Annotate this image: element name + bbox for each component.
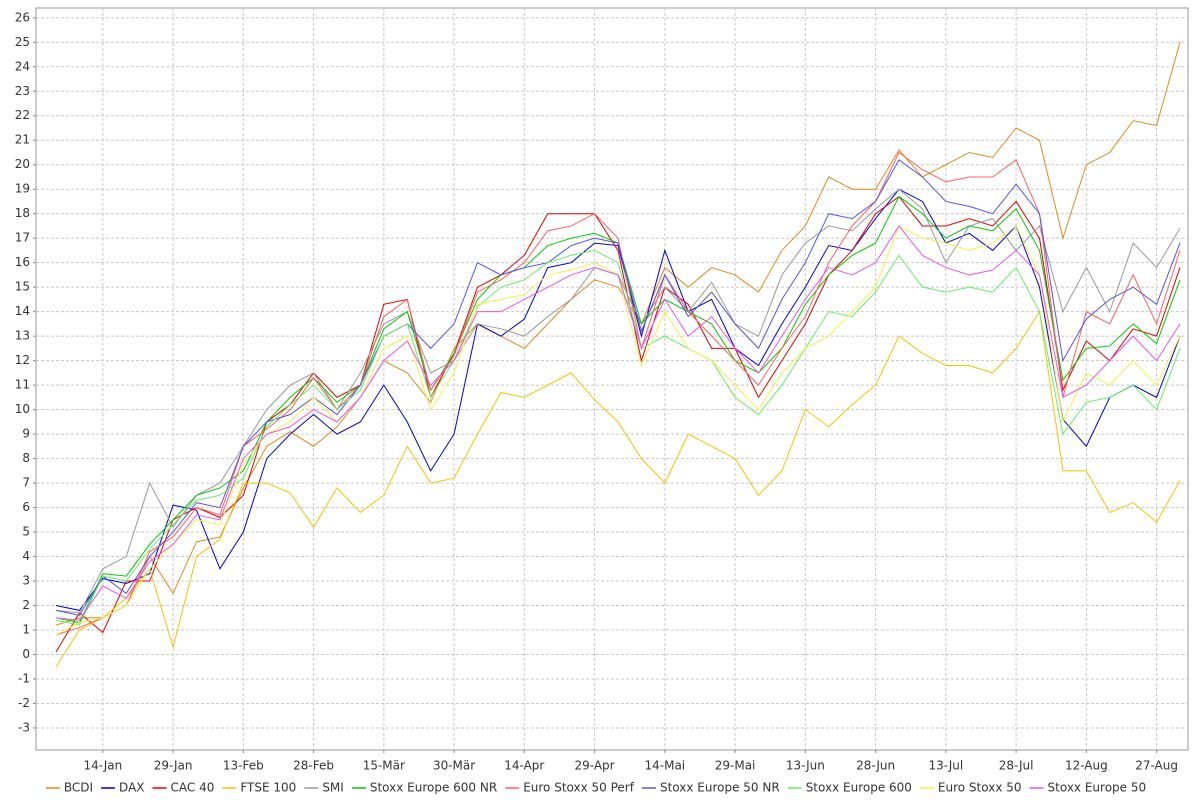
y-tick-label: 22 bbox=[15, 108, 30, 122]
series-line bbox=[55, 249, 1181, 626]
series-line bbox=[55, 42, 1181, 626]
x-tick-label: 28-Jul bbox=[999, 759, 1034, 773]
y-tick-label: 2 bbox=[22, 598, 30, 612]
series-line bbox=[55, 310, 1181, 668]
plot-area bbox=[35, 7, 1189, 751]
y-tick-label: -2 bbox=[18, 696, 30, 710]
x-tick-label: 12-Aug bbox=[1065, 759, 1108, 773]
x-tick-label: 29-Apr bbox=[575, 759, 615, 773]
x-tick-label: 29-Mai bbox=[715, 759, 756, 773]
y-tick-label: 11 bbox=[15, 378, 30, 392]
x-tick-label: 30-Mär bbox=[433, 759, 475, 773]
y-tick-label: 1 bbox=[22, 623, 30, 637]
y-tick-label: 7 bbox=[22, 476, 30, 490]
legend-label: Stoxx Europe 600 NR bbox=[370, 781, 497, 795]
x-tick-label: 15-Mär bbox=[363, 759, 405, 773]
legend-label: Euro Stoxx 50 bbox=[938, 781, 1022, 795]
y-tick-label: 13 bbox=[15, 329, 30, 343]
x-tick-label: 13-Jun bbox=[786, 759, 825, 773]
y-tick-label: 23 bbox=[15, 84, 30, 98]
legend-label: BCDI bbox=[64, 781, 93, 795]
y-tick-label: 8 bbox=[22, 451, 30, 465]
y-tick-label: 14 bbox=[15, 304, 30, 318]
x-tick-label: 13-Jul bbox=[928, 759, 963, 773]
legend-label: Euro Stoxx 50 Perf bbox=[523, 781, 635, 795]
y-tick-label: 26 bbox=[15, 10, 30, 24]
legend-label: SMI bbox=[322, 781, 344, 795]
series-line bbox=[55, 159, 1181, 616]
legend-label: Stoxx Europe 50 bbox=[1048, 781, 1147, 795]
y-tick-label: -1 bbox=[18, 671, 30, 685]
y-tick-label: 21 bbox=[15, 133, 30, 147]
x-tick-label: 29-Jan bbox=[154, 759, 193, 773]
x-tick-label: 13-Feb bbox=[223, 759, 264, 773]
y-tick-label: 12 bbox=[15, 353, 30, 367]
x-tick-label: 14-Jan bbox=[83, 759, 122, 773]
y-tick-label: 17 bbox=[15, 231, 30, 245]
series-line bbox=[55, 225, 1181, 621]
series-line bbox=[55, 188, 1181, 611]
y-tick-label: 24 bbox=[15, 59, 30, 73]
y-tick-label: 9 bbox=[22, 427, 30, 441]
y-tick-label: 20 bbox=[15, 157, 30, 171]
x-tick-label: 14-Apr bbox=[504, 759, 544, 773]
legend-label: DAX bbox=[119, 781, 144, 795]
y-tick-label: 25 bbox=[15, 35, 30, 49]
legend-label: FTSE 100 bbox=[240, 781, 296, 795]
legend-label: CAC 40 bbox=[171, 781, 215, 795]
y-tick-label: 3 bbox=[22, 574, 30, 588]
y-tick-label: -3 bbox=[18, 720, 30, 734]
x-tick-label: 28-Feb bbox=[293, 759, 334, 773]
series-line bbox=[55, 195, 1181, 653]
y-tick-label: 10 bbox=[15, 402, 30, 416]
x-tick-label: 28-Jun bbox=[856, 759, 895, 773]
y-tick-label: 15 bbox=[15, 280, 30, 294]
x-tick-label: 27-Aug bbox=[1135, 759, 1178, 773]
legend-label: Stoxx Europe 50 NR bbox=[660, 781, 780, 795]
x-tick-label: 14-Mai bbox=[645, 759, 686, 773]
y-tick-label: 4 bbox=[22, 549, 30, 563]
y-tick-label: 16 bbox=[15, 255, 30, 269]
y-tick-label: 19 bbox=[15, 182, 30, 196]
y-tick-label: 6 bbox=[22, 500, 30, 514]
y-tick-label: 18 bbox=[15, 206, 30, 220]
legend-label: Stoxx Europe 600 bbox=[806, 781, 912, 795]
y-tick-label: 5 bbox=[22, 525, 30, 539]
y-tick-label: 0 bbox=[22, 647, 30, 661]
